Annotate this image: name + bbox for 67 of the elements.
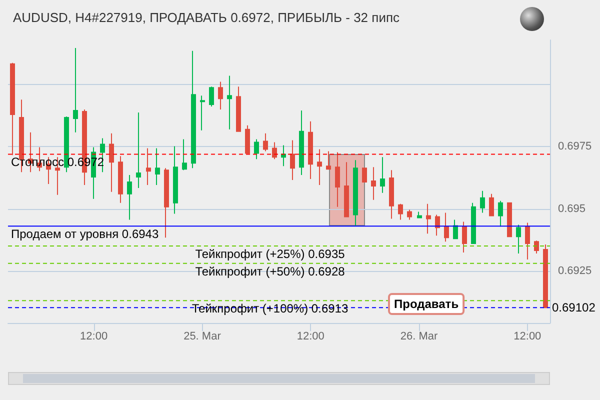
- chart-title: AUDUSD, H4#227919, ПРОДАВАТЬ 0.6972, ПРИБЫЛЬ - 32 пипс: [13, 10, 400, 25]
- x-tick-label: 12:00: [80, 330, 108, 342]
- ref-line-label: Тейкпрофит (+100%) 0.6913: [192, 302, 348, 316]
- candlestick: [191, 50, 196, 169]
- candlestick: [218, 81, 223, 110]
- candlestick: [471, 202, 476, 244]
- candlestick: [480, 190, 485, 214]
- candlestick: [209, 86, 214, 108]
- candlestick: [254, 138, 259, 160]
- candlestick: [543, 244, 548, 308]
- candlestick: [155, 148, 160, 186]
- candlestick: [507, 202, 512, 238]
- candlestick: [380, 156, 385, 194]
- candlestick: [444, 212, 449, 242]
- ref-line-label: 0.69102: [552, 300, 596, 315]
- candlestick: [227, 75, 232, 130]
- candlestick: [435, 214, 440, 236]
- candlestick: [389, 170, 394, 220]
- candlestick: [10, 62, 15, 156]
- candlestick: [64, 116, 69, 173]
- candlestick: [516, 224, 521, 254]
- candlestick: [525, 222, 530, 260]
- candlestick: [236, 86, 241, 132]
- candlestick: [127, 174, 132, 220]
- candlestick: [344, 162, 349, 218]
- candlestick: [453, 219, 458, 240]
- candlestick: [317, 148, 322, 186]
- candlestick: [335, 152, 340, 208]
- y-tick-label: 0.6975: [558, 140, 592, 153]
- ref-line-label: Тейкпрофит (+25%) 0.6935: [195, 247, 346, 262]
- candlestick: [498, 200, 503, 228]
- ref-line-label: Тейкпрофит (+50%) 0.6928: [195, 264, 346, 278]
- candlestick: [272, 142, 277, 160]
- x-tick-label: 26. Mar: [400, 330, 438, 342]
- candlestick: [109, 132, 114, 192]
- candlestick: [182, 138, 187, 171]
- candlestick: [118, 156, 123, 204]
- candlestick: [326, 150, 331, 170]
- candlestick: [353, 160, 358, 226]
- candlestick: [146, 148, 151, 186]
- ref-line-label: Продаем от уровня 0.6943: [11, 227, 159, 242]
- candlestick: [489, 193, 494, 216]
- candlestick: [263, 132, 268, 152]
- x-tick-label: 12:00: [296, 330, 324, 342]
- candlestick: [290, 140, 295, 181]
- y-tick-label: 0.695: [558, 202, 586, 215]
- y-tick-label: 0.6925: [558, 264, 592, 277]
- candlestick: [136, 112, 141, 188]
- x-tick-label: 12:00: [514, 330, 542, 342]
- candlestick: [164, 168, 169, 238]
- candlestick: [407, 209, 412, 220]
- x-tick-label: 25. Mar: [184, 330, 222, 342]
- candlestick: [371, 166, 376, 200]
- candlestick: [281, 144, 286, 167]
- candlestick: [173, 146, 178, 214]
- candlestick: [534, 240, 539, 254]
- candlestick: [362, 168, 367, 182]
- candlestick: [245, 124, 250, 154]
- candlestick: [200, 95, 205, 131]
- candlestick: [398, 203, 403, 220]
- annotation: Продавать: [394, 297, 459, 311]
- candlestick: [308, 120, 313, 180]
- candlestick: [73, 47, 78, 133]
- candlestick: [426, 203, 431, 234]
- candlestick: [299, 110, 304, 176]
- candlestick: [417, 211, 422, 218]
- candlestick: [462, 221, 467, 253]
